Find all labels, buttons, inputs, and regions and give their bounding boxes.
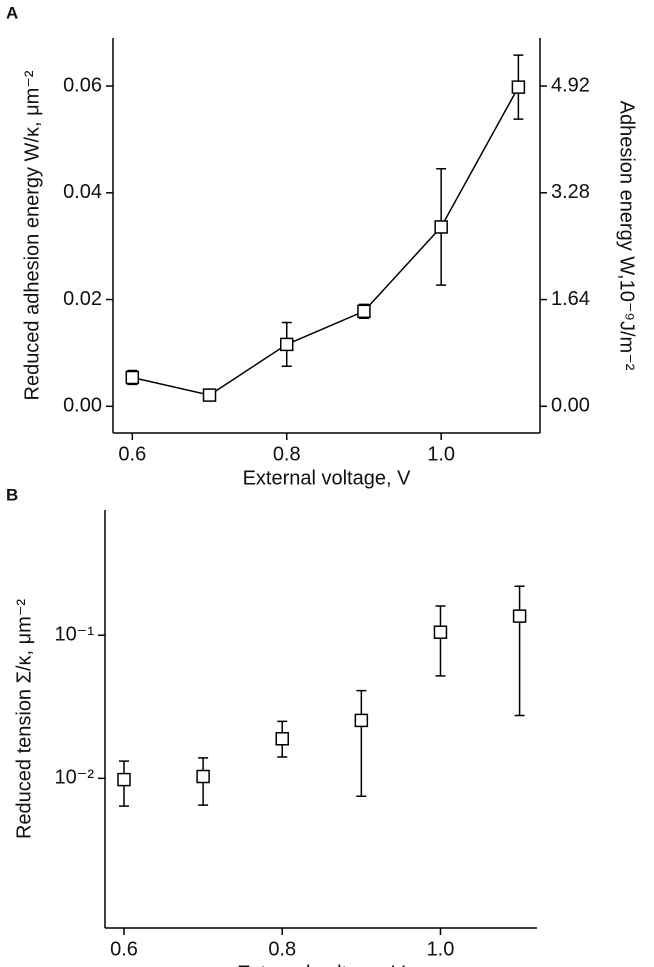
marker bbox=[279, 337, 294, 352]
marker bbox=[275, 732, 289, 746]
x-tick-label: 0.6 bbox=[118, 443, 146, 465]
y-tick-label: 0.04 bbox=[63, 181, 102, 203]
y-tick-label: 10⁻¹ bbox=[55, 624, 95, 646]
marker bbox=[434, 220, 448, 234]
x-tick-label: 0.6 bbox=[110, 938, 138, 960]
y-axis-label: Reduced tension Σ/κ, μm⁻² bbox=[13, 599, 35, 839]
marker bbox=[125, 370, 140, 385]
marker bbox=[196, 769, 210, 784]
marker bbox=[512, 609, 527, 623]
x-tick-label: 0.8 bbox=[273, 443, 301, 465]
marker bbox=[511, 80, 526, 94]
y-tick-label: 0.02 bbox=[63, 288, 102, 310]
y2-tick-label: 0.00 bbox=[551, 395, 590, 417]
x-tick-label: 1.0 bbox=[427, 443, 455, 465]
data-line bbox=[132, 86, 520, 396]
y-tick-label: 0.06 bbox=[63, 74, 102, 96]
y-tick-label: 10⁻² bbox=[55, 767, 95, 789]
error-bar bbox=[356, 689, 367, 797]
y-axis-label: Reduced adhesion energy W/κ, μm⁻² bbox=[21, 70, 43, 400]
marker bbox=[202, 388, 217, 402]
marker bbox=[354, 713, 369, 728]
x-axis-label: External voltage, V bbox=[243, 467, 412, 489]
marker bbox=[433, 625, 448, 639]
panel-label: A bbox=[6, 3, 18, 22]
y2-tick-label: 4.92 bbox=[551, 74, 590, 96]
error-bar bbox=[514, 585, 525, 717]
y-tick-label: 0.00 bbox=[63, 395, 102, 417]
y2-tick-label: 1.64 bbox=[551, 288, 590, 310]
marker bbox=[117, 772, 131, 787]
y2-tick-label: 3.28 bbox=[551, 181, 590, 203]
y2-axis-label: Adhesion energy W,10⁻⁹J/m⁻² bbox=[616, 101, 638, 371]
error-bar bbox=[435, 605, 446, 677]
x-tick-label: 1.0 bbox=[427, 938, 455, 960]
marker bbox=[357, 304, 371, 319]
panel-label: B bbox=[6, 485, 18, 504]
x-tick-label: 0.8 bbox=[268, 938, 296, 960]
x-axis-label: External voltage, V bbox=[237, 962, 406, 967]
